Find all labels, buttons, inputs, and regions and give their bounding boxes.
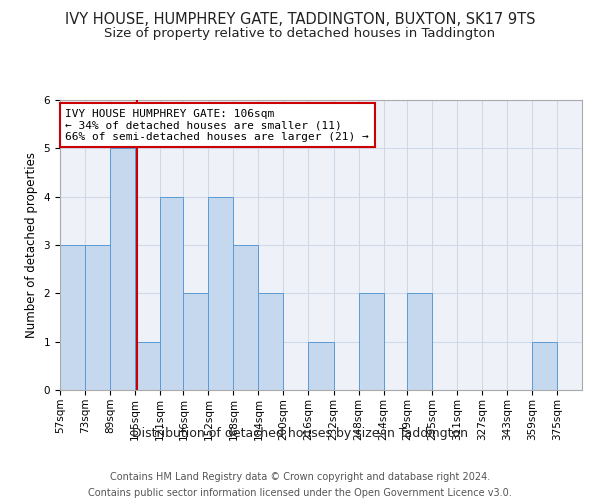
Bar bbox=[60, 245, 85, 390]
Bar bbox=[110, 148, 135, 390]
Text: IVY HOUSE, HUMPHREY GATE, TADDINGTON, BUXTON, SK17 9TS: IVY HOUSE, HUMPHREY GATE, TADDINGTON, BU… bbox=[65, 12, 535, 28]
Bar bbox=[233, 245, 259, 390]
Bar bbox=[85, 245, 110, 390]
Text: Contains public sector information licensed under the Open Government Licence v3: Contains public sector information licen… bbox=[88, 488, 512, 498]
Text: Contains HM Land Registry data © Crown copyright and database right 2024.: Contains HM Land Registry data © Crown c… bbox=[110, 472, 490, 482]
Bar bbox=[359, 294, 383, 390]
Text: Distribution of detached houses by size in Taddington: Distribution of detached houses by size … bbox=[132, 428, 468, 440]
Bar bbox=[407, 294, 432, 390]
Text: IVY HOUSE HUMPHREY GATE: 106sqm
← 34% of detached houses are smaller (11)
66% of: IVY HOUSE HUMPHREY GATE: 106sqm ← 34% of… bbox=[65, 108, 369, 142]
Bar bbox=[135, 342, 160, 390]
Bar bbox=[308, 342, 334, 390]
Text: Size of property relative to detached houses in Taddington: Size of property relative to detached ho… bbox=[104, 28, 496, 40]
Bar bbox=[259, 294, 283, 390]
Bar bbox=[160, 196, 184, 390]
Y-axis label: Number of detached properties: Number of detached properties bbox=[25, 152, 38, 338]
Bar bbox=[208, 196, 233, 390]
Bar bbox=[184, 294, 208, 390]
Bar bbox=[532, 342, 557, 390]
